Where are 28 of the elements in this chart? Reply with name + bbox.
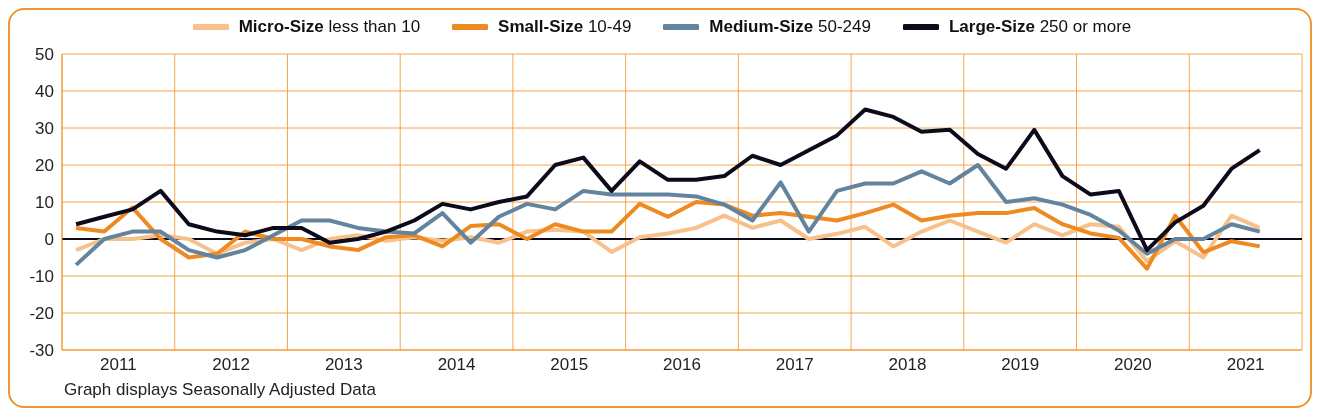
x-tick-label: 2019: [1001, 355, 1040, 375]
x-tick-label: 2014: [437, 355, 476, 375]
y-tick-label: 0: [44, 230, 54, 250]
y-tick-label: -20: [29, 304, 54, 324]
x-tick-label: 2015: [550, 355, 589, 375]
x-tick-label: 2012: [212, 355, 250, 375]
x-tick-label: 2018: [888, 355, 927, 375]
chart-frame: Micro-Size less than 10 Small-Size 10-49 Medium-Size 50-249 Large-Size 250 or more 2011 2012 2013 2014 2015 2016 2017 2018 2019 2020 2021 -30 -20 -10 0 10 20 30 40 50 Graph displays Seasonally Adjusted Data: [8, 8, 1312, 408]
line-series: [74, 107, 1262, 253]
y-tick-label: -10: [29, 267, 54, 287]
legend-label: Micro-Size less than 10: [238, 17, 421, 37]
y-tick-label: 20: [35, 156, 54, 176]
y-tick-label: 30: [35, 119, 54, 139]
legend-label: Small-Size 10-49: [498, 17, 632, 37]
x-tick-label: 2017: [775, 355, 814, 375]
x-tick-label: 2016: [663, 355, 701, 375]
y-tick-label: 50: [35, 45, 54, 65]
x-tick-label: 2020: [1113, 355, 1152, 375]
legend-label: Medium-Size 50-249: [709, 17, 871, 37]
x-tick-label: 2013: [324, 355, 363, 375]
y-tick-label: 40: [35, 82, 54, 102]
x-tick-label: 2021: [1226, 355, 1265, 375]
x-tick-label: 2011: [100, 355, 137, 375]
y-tick-label: -30: [29, 341, 54, 361]
text: Graph displays Seasonally Adjusted Data: [64, 380, 376, 400]
y-tick-label: 10: [35, 193, 54, 213]
line-series: [74, 163, 1262, 267]
legend-label: Large-Size 250 or more: [948, 17, 1132, 37]
